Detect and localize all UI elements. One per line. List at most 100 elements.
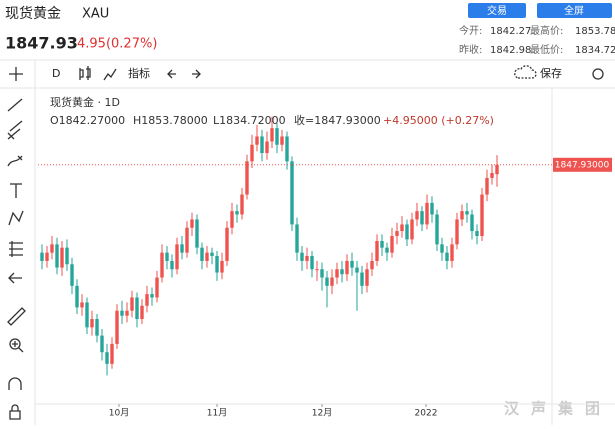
title: 现货黄金 bbox=[5, 5, 61, 22]
candle-body bbox=[485, 177, 489, 195]
candle-body bbox=[75, 285, 79, 308]
candle-body bbox=[215, 255, 219, 273]
candle-body bbox=[350, 260, 354, 268]
candle-body bbox=[95, 319, 99, 336]
stat-label: 今开: bbox=[459, 24, 482, 37]
candle-body bbox=[175, 244, 179, 270]
candle-body bbox=[130, 297, 134, 311]
indicators[interactable]: 指标 bbox=[128, 66, 150, 80]
change: 4.95(0.27%) bbox=[77, 37, 157, 52]
line-tool[interactable] bbox=[7, 98, 23, 112]
candle-body bbox=[310, 255, 314, 270]
candle-body bbox=[70, 264, 74, 286]
candle-body bbox=[145, 294, 149, 306]
candle-body bbox=[455, 219, 459, 245]
candle-body bbox=[270, 128, 274, 142]
candle-body bbox=[170, 260, 174, 270]
candle-body bbox=[205, 252, 209, 261]
text-tool[interactable] bbox=[10, 183, 22, 198]
candle-body bbox=[60, 247, 64, 268]
candle-body bbox=[305, 255, 309, 261]
candle-body bbox=[190, 219, 194, 228]
redo[interactable] bbox=[192, 69, 201, 79]
candle-body bbox=[140, 305, 144, 320]
candle-body bbox=[330, 277, 334, 286]
x-tick-label: 10月 bbox=[109, 408, 129, 419]
candle-body bbox=[410, 219, 414, 240]
chart-type[interactable] bbox=[79, 66, 91, 80]
candle-body bbox=[375, 241, 379, 261]
candle-body bbox=[480, 194, 484, 237]
candle-body bbox=[230, 211, 234, 228]
trade-label[interactable]: 交易 bbox=[487, 4, 507, 17]
candle-body bbox=[325, 277, 329, 286]
stat-label: 最高价: bbox=[530, 24, 563, 37]
candle-body bbox=[295, 224, 299, 253]
candle-body bbox=[355, 267, 359, 273]
candle-body bbox=[150, 294, 154, 298]
candle-body bbox=[195, 219, 199, 248]
candle-body bbox=[65, 247, 69, 265]
last-price-label: 1847.93000 bbox=[555, 160, 610, 170]
candle-body bbox=[440, 244, 444, 253]
candles bbox=[40, 116, 499, 376]
stat-label: 最低价: bbox=[530, 43, 563, 56]
x-tick-label: 11月 bbox=[207, 408, 227, 419]
candle-body bbox=[335, 269, 339, 278]
legend-name: 现货黄金 · 1D bbox=[50, 95, 120, 109]
legend-close: 收=1847.93000 bbox=[294, 113, 381, 127]
magnet-tool[interactable] bbox=[8, 377, 22, 390]
candle-body bbox=[185, 227, 189, 253]
candle-body bbox=[260, 136, 264, 154]
candle-body bbox=[340, 269, 344, 275]
candle-body bbox=[475, 231, 479, 237]
lock-tool[interactable] bbox=[9, 404, 21, 420]
fib-tool[interactable] bbox=[7, 120, 23, 140]
candle-body bbox=[360, 272, 364, 286]
stat-value: 1842.27 bbox=[490, 26, 531, 37]
candle-body bbox=[50, 244, 54, 253]
fullscreen-button[interactable] bbox=[537, 3, 612, 18]
save[interactable]: 保存 bbox=[540, 66, 562, 80]
candle-body bbox=[345, 260, 349, 275]
candle-body bbox=[115, 310, 119, 344]
candle-body bbox=[430, 202, 434, 215]
last-price-box bbox=[553, 157, 612, 172]
undo[interactable] bbox=[167, 69, 176, 79]
candle-body bbox=[285, 136, 289, 162]
measure-tool[interactable] bbox=[9, 241, 23, 257]
candle-body bbox=[370, 260, 374, 270]
candle-body bbox=[470, 214, 474, 232]
candle-body bbox=[280, 136, 284, 145]
pattern-tool[interactable] bbox=[8, 210, 24, 226]
candle-body bbox=[110, 343, 114, 364]
candle-body bbox=[415, 211, 419, 220]
fullscreen-label[interactable]: 全屏 bbox=[564, 4, 584, 17]
interval[interactable]: D bbox=[52, 67, 60, 80]
candle-body bbox=[85, 302, 89, 328]
candle-body bbox=[275, 128, 279, 145]
arrow-tool[interactable] bbox=[8, 272, 22, 284]
left-toolbar bbox=[7, 67, 26, 420]
candle-body bbox=[100, 335, 104, 353]
candle-body bbox=[405, 224, 409, 240]
candle-body bbox=[245, 161, 249, 195]
candle-body bbox=[320, 269, 324, 278]
zoom-tool[interactable] bbox=[9, 338, 21, 350]
candle-body bbox=[155, 277, 159, 298]
candle-body bbox=[210, 252, 214, 256]
candle-body bbox=[460, 211, 464, 220]
candle-body bbox=[120, 310, 124, 316]
crosshair-tool[interactable] bbox=[9, 67, 23, 81]
brush-tool[interactable] bbox=[7, 155, 23, 167]
zoom-plus bbox=[12, 341, 24, 353]
candle-body bbox=[165, 252, 169, 261]
indicator-icon bbox=[103, 68, 117, 81]
candle-body bbox=[45, 252, 49, 261]
trade-button[interactable] bbox=[468, 3, 526, 18]
candle-body bbox=[435, 214, 439, 245]
ruler-tool[interactable] bbox=[7, 307, 26, 326]
settings[interactable] bbox=[592, 68, 604, 80]
